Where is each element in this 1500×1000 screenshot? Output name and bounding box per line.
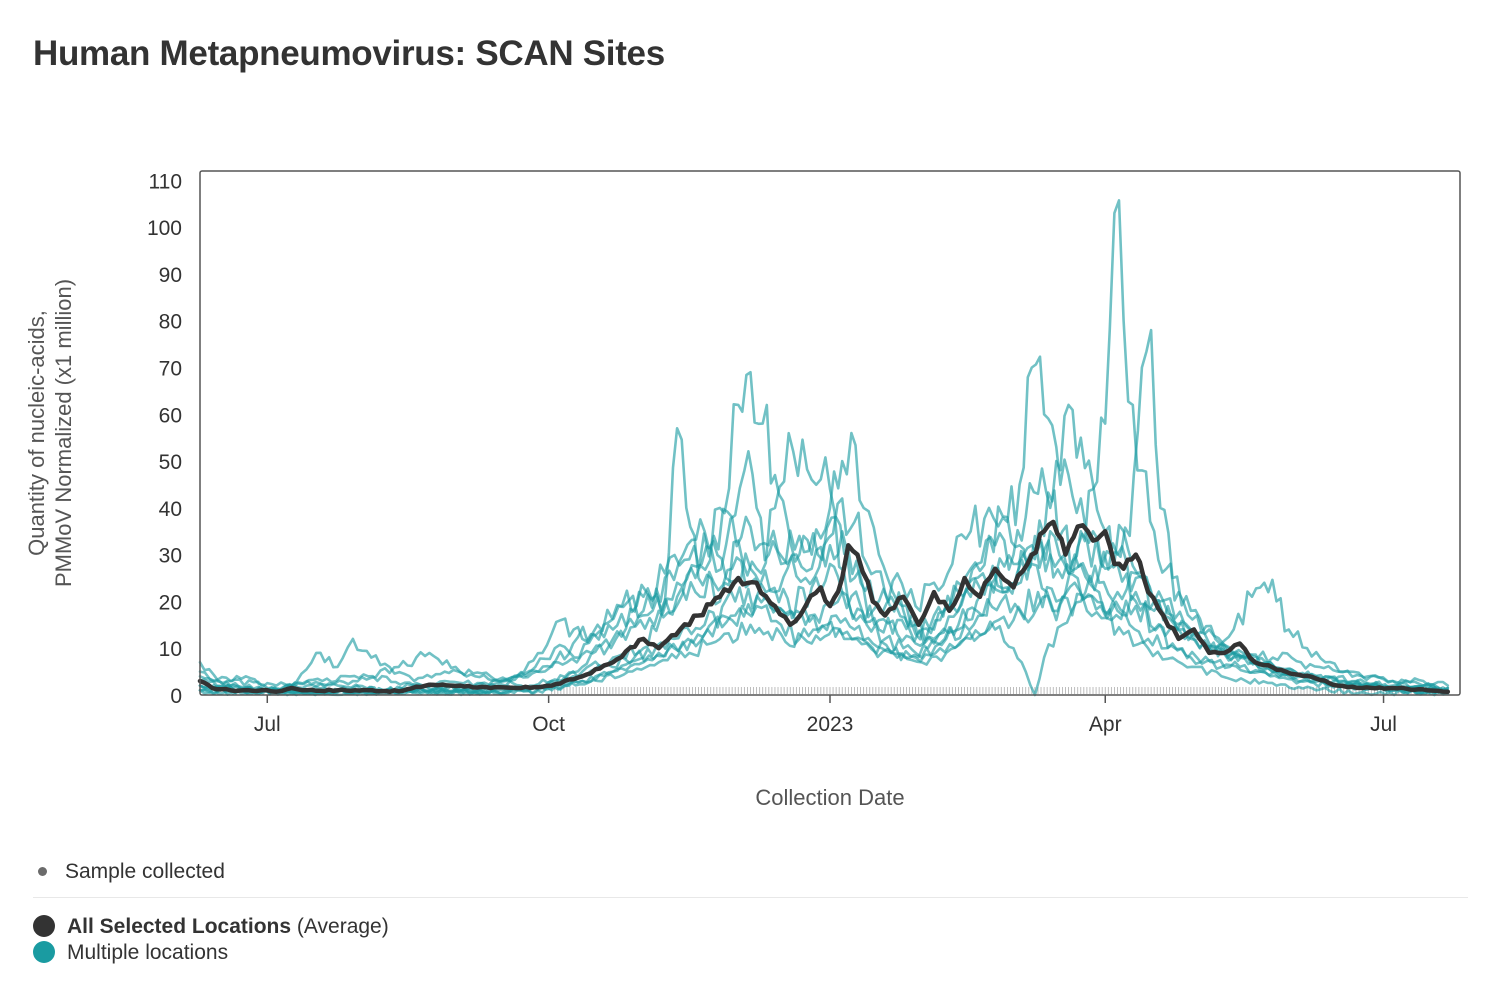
legend-average-item[interactable]: All Selected Locations (Average) bbox=[33, 914, 1468, 940]
x-axis-label: Collection Date bbox=[755, 785, 904, 810]
locations-dot-icon bbox=[33, 941, 55, 963]
chart-background bbox=[200, 171, 1460, 695]
y-tick-label: 70 bbox=[159, 358, 182, 381]
sample-dot-icon bbox=[38, 867, 47, 876]
legend-locations-label: Multiple locations bbox=[67, 941, 229, 964]
location-series-group bbox=[198, 199, 1450, 697]
x-tick-label: 2023 bbox=[807, 713, 854, 736]
y-tick-label: 30 bbox=[159, 545, 182, 568]
y-tick-label: 20 bbox=[159, 591, 182, 614]
axes: 0 10 20 30 40 50 60 70 80 90 100 110 Jul Oct 2023 Apr Ju… bbox=[24, 170, 1461, 810]
y-axis-label-line: PMMoV Normalized (x1 million) bbox=[51, 279, 76, 587]
location-series-line bbox=[198, 534, 1450, 696]
x-tick-label: Oct bbox=[532, 713, 565, 736]
y-tick-label: 50 bbox=[159, 451, 182, 474]
y-tick-label: 110 bbox=[149, 170, 182, 193]
legend: Sample collected All Selected Locations … bbox=[33, 855, 1468, 966]
legend-divider bbox=[33, 897, 1468, 898]
y-tick-label: 90 bbox=[159, 264, 182, 287]
y-axis-label-line: Quantity of nucleic-acids, bbox=[24, 310, 49, 556]
x-tick-label: Jul bbox=[254, 713, 281, 736]
legend-average-suffix: (Average) bbox=[296, 915, 389, 938]
legend-sample-item: Sample collected bbox=[33, 855, 1468, 889]
y-axis-label: Quantity of nucleic-acids,PMMoV Normaliz… bbox=[24, 279, 76, 587]
y-tick-label: 0 bbox=[170, 685, 182, 708]
plot-area bbox=[200, 171, 1460, 695]
x-tick-label: Jul bbox=[1370, 713, 1397, 736]
legend-sample-label: Sample collected bbox=[65, 860, 225, 883]
y-tick-label: 40 bbox=[159, 498, 182, 521]
line-chart: 0 10 20 30 40 50 60 70 80 90 100 110 Jul Oct 2023 Apr Ju… bbox=[24, 170, 1461, 810]
legend-average-label: All Selected Locations bbox=[67, 915, 292, 938]
y-tick-label: 10 bbox=[159, 638, 182, 661]
y-tick-label: 60 bbox=[159, 404, 182, 427]
y-tick-label: 80 bbox=[159, 311, 182, 334]
average-series-line bbox=[197, 519, 1451, 695]
average-dot-icon bbox=[33, 915, 55, 937]
legend-locations-item[interactable]: Multiple locations bbox=[33, 940, 1468, 966]
page-title: Human Metapneumovirus: SCAN Sites bbox=[33, 34, 665, 73]
y-tick-label: 100 bbox=[147, 217, 182, 240]
x-tick-label: Apr bbox=[1089, 713, 1122, 736]
average-series-group bbox=[197, 519, 1451, 695]
